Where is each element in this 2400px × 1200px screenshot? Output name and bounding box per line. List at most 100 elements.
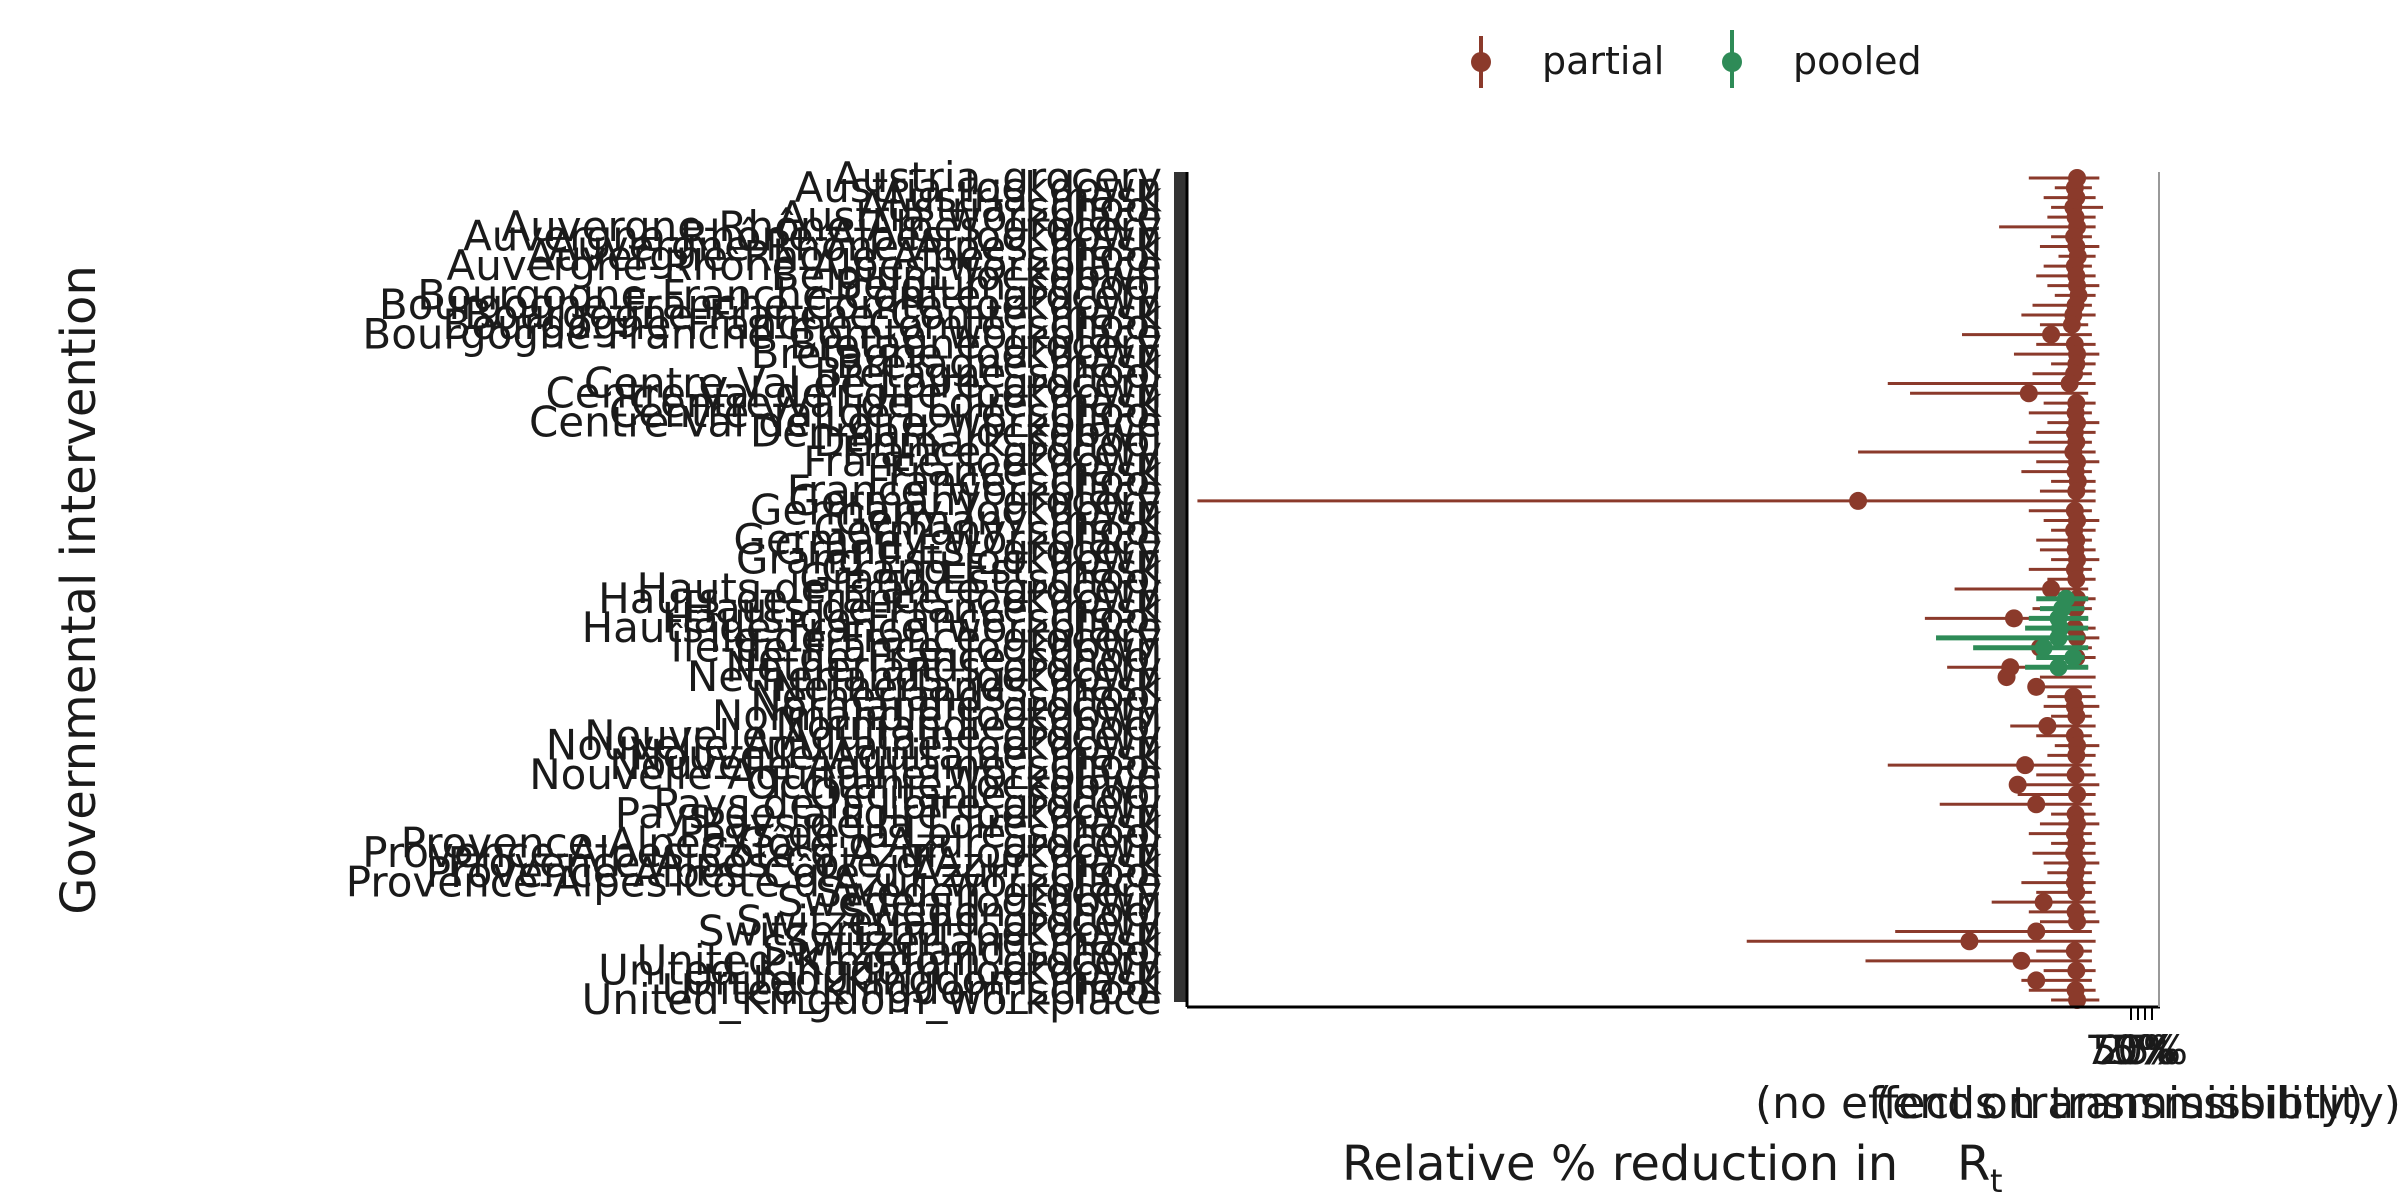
partial-point [1960,932,1979,951]
partial-point [2027,922,2046,941]
category-label: Grand Est_grocery [774,525,1162,574]
category-label: Normandie_grocery [750,681,1162,730]
x-tick-label: 0% [2113,1028,2176,1074]
partial-point [2004,609,2023,628]
category-label: Hauts-de-France_mask [683,584,1162,633]
category-label: Austria_workplace [778,192,1162,241]
category-label: Bourgogne-Franche-Comté_workplace [362,310,1162,359]
x-tick-label: 75% [2085,1028,2174,1074]
category-label: Nouvelle-Aquitaine_grocery [584,711,1162,760]
partial-point [2027,971,2046,990]
category-label: Switzerland_mask [783,916,1163,965]
category-label: Grand Est_school [799,554,1162,603]
category-label: Île-de-France_lockdown [670,622,1162,672]
category-label: Germany_workplace [733,515,1162,564]
category-label: Provence-Alpes-Côte d'Azur_mask [448,838,1163,887]
category-label: Sweden_school [840,887,1162,936]
partial-point [2038,717,2057,735]
x-axis-label-subscript: t [1990,1162,2003,1200]
category-label: Bretagne_lockdown [751,329,1162,378]
category-label: France_school [867,456,1162,505]
legend: partial pooled [1471,30,1922,88]
x-axis-label-text: Relative % reduction in [1342,1136,1898,1192]
category-label: Germany_school [813,505,1162,554]
category-label: Austria_lockdown [795,163,1162,212]
category-label: Bretagne_school [814,349,1162,398]
pooled-point [2034,638,2053,657]
category-label: Denmark_school [813,417,1162,466]
partial-point [2042,325,2061,344]
category-label: Netherlands_school [750,672,1162,721]
category-label: United_Kingdom_mask [683,955,1162,1004]
partial-point [2008,775,2027,794]
category-label: Bretagne_grocery [789,319,1162,368]
category-label: France_workplace [787,466,1162,515]
category-label: Austria_grocery [833,153,1162,202]
partial-point [1997,668,2016,687]
category-label: Hauts-de-France_school [662,593,1162,642]
partial-point [2066,765,2085,784]
category-label: Auvergne-Rhône-Alpes_grocery [501,202,1162,251]
category-label: Bretagne_mask [836,339,1163,388]
pooled-point [2049,628,2068,647]
category-label: Germany_mask [835,496,1163,545]
category-label: Provence-Alpes-Côte d'Azur_lockdown [362,828,1162,877]
partial-point [2034,893,2053,912]
category-label: Bourgogne-Franche-Comté_school [442,300,1162,349]
partial-point [2027,677,2046,696]
category-labels: Austria_groceryAustria_lockdownAustria_m… [346,153,1163,1024]
category-label: Hauts-de-France_workplace [582,603,1162,652]
category-label: Grand Est_lockdown [736,535,1162,584]
category-label: Occitanie_lockdown [746,760,1162,809]
category-label: Grand Est_mask [821,544,1163,593]
category-label: Belgium_lockdown [771,251,1162,300]
category-label: Denmark_lockdown [750,407,1162,456]
category-label: Belgium_school [834,261,1162,310]
category-label: Centre-Val de Loire_workplace [529,398,1162,447]
partial-point [2068,912,2087,931]
category-label: Provence-Alpes-Côte d'Azur_workplace [346,858,1162,907]
partial-point [2042,580,2061,598]
category-label: Austria_school [858,182,1162,231]
partial-point [2068,991,2087,1009]
partial-point [2068,785,2087,804]
category-strip [1174,172,1188,1002]
category-label: Nouvelle-Aquitaine_school [609,740,1162,789]
category-label: Centre-Val de Loire_lockdown [545,368,1162,417]
category-label: Netherlands_lockdown [687,652,1162,701]
pooled-point [2064,648,2083,667]
category-label: France_lockdown [803,437,1162,486]
partial-point [2067,707,2086,726]
category-label: Centre-Val de Loire_school [609,388,1162,437]
partial-point [2027,795,2046,814]
partial-point [2060,374,2079,393]
x-axis-label: Relative % reduction in R t [1342,1136,2003,1200]
x-annotation-no-effect: (no effect on transmissibility) [1755,1078,2400,1129]
category-label: Germany_lockdown [750,486,1162,535]
category-label: Auvergne-Rhône-Alpes_workplace [447,241,1162,290]
partial-point [2067,482,2086,501]
x-annotation-ends: (ends transmissibility) [1875,1078,2363,1129]
category-label: Pays de la Loire_lockdown [615,789,1162,838]
category-label: Normandie_school [775,701,1162,750]
category-label: France_mask [888,447,1162,496]
legend-pooled-label: pooled [1793,39,1922,83]
chart-marks [1197,169,2104,1009]
category-label: United_Kingdom_workplace [582,975,1162,1024]
partial-point [2065,942,2084,961]
category-label: Bourgogne-Franche-Comté_mask [464,290,1162,339]
category-label: Auvergne-Rhône-Alpes_school [527,231,1162,280]
category-label: Centre-Val de Loire_mask [631,378,1163,427]
x-tick-label: 50% [2092,1028,2181,1074]
category-label: Normandie_lockdown [712,691,1162,740]
category-label: Netherlands_grocery [725,642,1162,691]
partial-point [2016,756,2035,775]
category-label: Switzerland_school [761,926,1162,975]
category-label: Austria_mask [880,173,1163,222]
category-label: Hauts-de-France_lockdown [598,574,1162,623]
category-label: Pays de la Loire_grocery [653,779,1162,828]
category-label: Switzerland_lockdown [698,907,1162,956]
category-label: Auvergne-Rhône-Alpes_lockdown [463,212,1162,261]
category-label: France_grocery [842,427,1162,476]
y-axis-label: Governmental intervention [51,265,107,915]
